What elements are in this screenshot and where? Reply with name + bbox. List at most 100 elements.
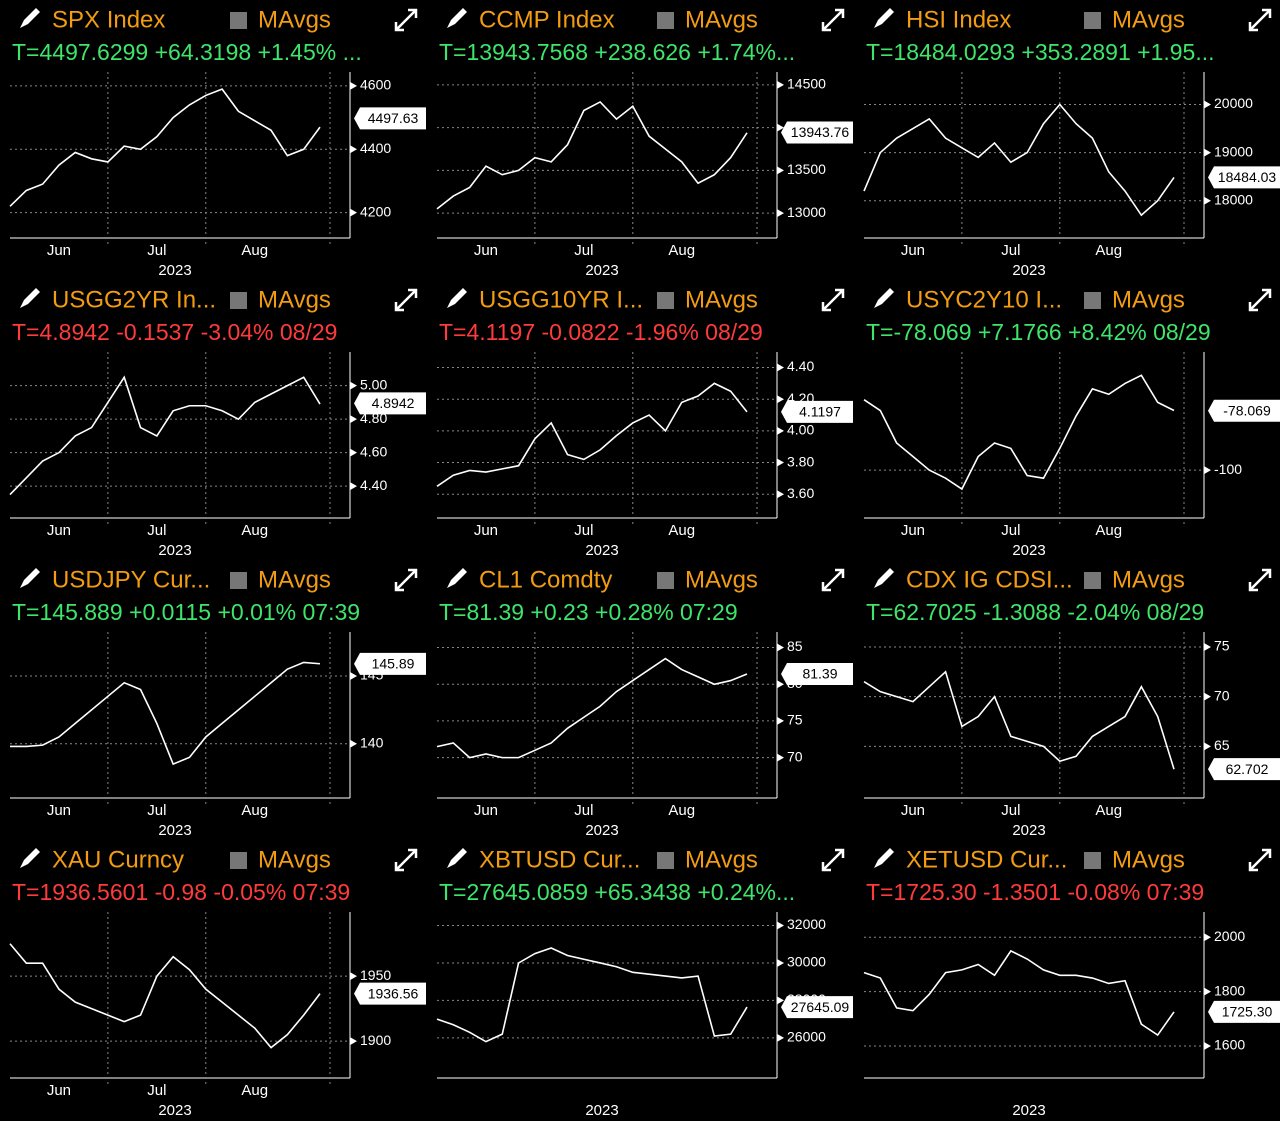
legend-swatch[interactable] <box>230 572 247 589</box>
x-axis-label: 2023 <box>585 542 618 559</box>
chart-panel: USGG2YR In... MAvgs T=4.8942 -0.1537 -3.04… <box>9 286 426 559</box>
tick-mark <box>1204 466 1211 475</box>
legend-swatch[interactable] <box>657 292 674 309</box>
quote-line: T=27645.0859 +65.3438 +0.24%... <box>439 879 795 905</box>
last-value-label: 4.1197 <box>799 404 841 420</box>
chart-panel: SPX Index MAvgs T=4497.6299 +64.3198 +1.45… <box>9 6 426 279</box>
tick-mark <box>777 643 784 652</box>
legend-swatch[interactable] <box>1084 292 1101 309</box>
expand-icon[interactable] <box>821 568 845 592</box>
expand-icon[interactable] <box>394 288 418 312</box>
chart-title: XETUSD Cur... <box>906 846 1067 873</box>
expand-icon[interactable] <box>1248 848 1272 872</box>
expand-icon[interactable] <box>821 848 845 872</box>
last-value-label: 62.702 <box>1226 761 1269 777</box>
y-tick-label: 4.00 <box>787 422 814 438</box>
tick-mark <box>350 381 357 390</box>
edit-icon[interactable] <box>874 568 894 588</box>
edit-icon[interactable] <box>447 8 467 28</box>
edit-icon[interactable] <box>447 568 467 588</box>
y-tick-label: 140 <box>360 734 384 750</box>
x-axis-label: 2023 <box>585 1102 618 1119</box>
edit-icon[interactable] <box>20 8 40 28</box>
x-tick-label: Jul <box>147 522 166 539</box>
last-value-box <box>781 400 853 423</box>
legend-swatch[interactable] <box>230 852 247 869</box>
legend-swatch[interactable] <box>657 12 674 29</box>
last-value-box <box>1208 1000 1280 1023</box>
tick-mark <box>777 1033 784 1042</box>
y-tick-label: 70 <box>1214 687 1230 703</box>
tick-mark <box>350 1037 357 1046</box>
chart-title: USDJPY Cur... <box>52 566 210 593</box>
x-tick-label: Jun <box>901 802 925 819</box>
edit-icon[interactable] <box>874 8 894 28</box>
expand-icon[interactable] <box>394 8 418 32</box>
x-tick-label: Jul <box>147 802 166 819</box>
expand-icon[interactable] <box>394 568 418 592</box>
tick-mark <box>777 716 784 725</box>
legend-swatch[interactable] <box>230 292 247 309</box>
legend-swatch[interactable] <box>657 852 674 869</box>
price-line <box>9 943 321 1049</box>
x-tick-label: Jul <box>574 242 593 259</box>
edit-icon[interactable] <box>447 848 467 868</box>
quote-line: T=18484.0293 +353.2891 +1.95... <box>866 39 1215 65</box>
tick-mark <box>777 753 784 762</box>
legend-swatch[interactable] <box>1084 572 1101 589</box>
edit-icon[interactable] <box>874 848 894 868</box>
y-tick-label: 4.60 <box>360 443 387 459</box>
edit-icon[interactable] <box>20 568 40 588</box>
x-axis-label: 2023 <box>1012 542 1045 559</box>
expand-icon[interactable] <box>821 8 845 32</box>
chart-title: HSI Index <box>906 6 1011 33</box>
expand-icon[interactable] <box>1248 568 1272 592</box>
expand-icon[interactable] <box>1248 8 1272 32</box>
legend-swatch[interactable] <box>1084 12 1101 29</box>
legend-label: MAvgs <box>685 566 758 593</box>
y-tick-label: 1950 <box>360 967 391 983</box>
y-tick-label: 18000 <box>1214 191 1253 207</box>
tick-mark <box>777 209 784 218</box>
expand-icon[interactable] <box>394 848 418 872</box>
expand-icon[interactable] <box>821 288 845 312</box>
chart-title: USGG2YR In... <box>52 286 216 313</box>
tick-mark <box>350 739 357 748</box>
x-tick-label: Jun <box>901 242 925 259</box>
last-value-label: 27645.09 <box>791 999 850 1015</box>
edit-icon[interactable] <box>447 288 467 308</box>
quote-line: T=1936.5601 -0.98 -0.05% 07:39 <box>12 879 350 905</box>
x-tick-label: Jul <box>147 242 166 259</box>
chart-panel: XAU Curncy MAvgs T=1936.5601 -0.98 -0.05% … <box>9 846 426 1119</box>
tick-mark <box>1204 642 1211 651</box>
legend-label: MAvgs <box>1112 6 1185 33</box>
legend-label: MAvgs <box>1112 286 1185 313</box>
tick-mark <box>1204 1041 1211 1050</box>
tick-mark <box>350 145 357 154</box>
y-tick-label: 75 <box>787 712 803 728</box>
y-tick-label: 2000 <box>1214 928 1245 944</box>
tick-mark <box>1204 100 1211 109</box>
legend-swatch[interactable] <box>230 12 247 29</box>
x-tick-label: Jul <box>147 1082 166 1099</box>
y-tick-label: 26000 <box>787 1029 826 1045</box>
quote-line: T=81.39 +0.23 +0.28% 07:29 <box>439 599 738 625</box>
edit-icon[interactable] <box>20 848 40 868</box>
x-tick-label: Jul <box>574 522 593 539</box>
x-axis-label: 2023 <box>158 542 191 559</box>
chart-panel: XBTUSD Cur... MAvgs T=27645.0859 +65.3438 … <box>436 846 853 1119</box>
chart-panel: CDX IG CDSI... MAvgs T=62.7025 -1.3088 -2.… <box>863 566 1280 839</box>
legend-label: MAvgs <box>1112 566 1185 593</box>
expand-icon[interactable] <box>1248 288 1272 312</box>
legend-swatch[interactable] <box>657 572 674 589</box>
tick-mark <box>350 671 357 680</box>
last-value-label: 13943.76 <box>791 124 850 140</box>
x-tick-label: Aug <box>668 242 695 259</box>
y-tick-label: 1900 <box>360 1032 391 1048</box>
last-value-label: 81.39 <box>802 666 837 682</box>
y-tick-label: 5.00 <box>360 376 387 392</box>
edit-icon[interactable] <box>20 288 40 308</box>
legend-swatch[interactable] <box>1084 852 1101 869</box>
edit-icon[interactable] <box>874 288 894 308</box>
tick-mark <box>350 415 357 424</box>
